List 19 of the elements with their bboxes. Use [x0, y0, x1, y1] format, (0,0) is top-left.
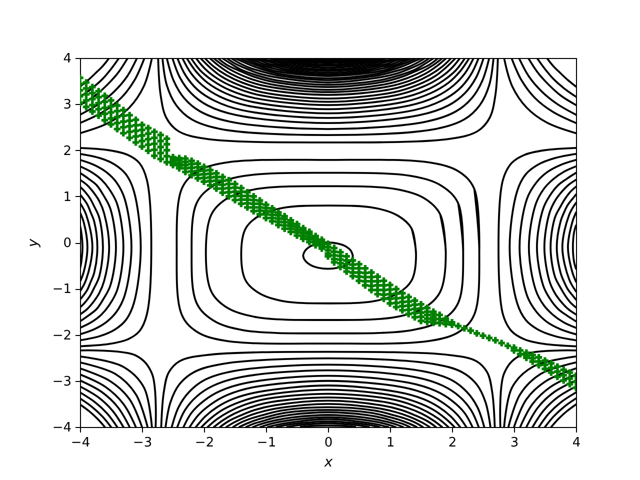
x-tick-label: −3 — [132, 436, 152, 450]
y-tick-label: −2 — [52, 328, 72, 344]
y-tick-label: 4 — [63, 52, 72, 66]
y-tick-label: 0 — [63, 236, 72, 251]
x-tick-label: −2 — [194, 436, 214, 450]
y-tick-label: −1 — [52, 282, 72, 298]
y-tick-label: −3 — [52, 374, 72, 390]
y-tick-label: −4 — [52, 420, 72, 436]
x-tick-label: 2 — [448, 436, 457, 450]
x-axis-title: x — [323, 454, 334, 470]
x-tick-label: 3 — [510, 436, 519, 450]
y-tick-label: 1 — [63, 190, 72, 205]
y-axis-title: y — [25, 238, 42, 248]
x-tick-label: 4 — [572, 436, 581, 450]
y-tick-label: 2 — [63, 144, 72, 159]
y-tick-label: 3 — [63, 98, 72, 113]
x-tick-label: −1 — [256, 436, 276, 450]
x-tick-label: 1 — [386, 436, 395, 450]
x-tick-label: 0 — [324, 436, 333, 450]
